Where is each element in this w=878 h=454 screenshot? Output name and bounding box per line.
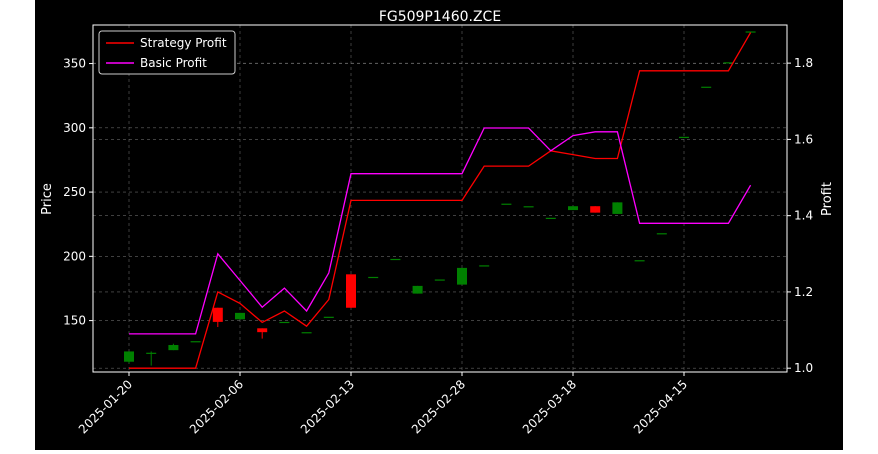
plot-frame — [92, 24, 788, 373]
left-y-axis-label: Price — [40, 183, 55, 215]
candle-body — [656, 233, 667, 235]
legend-label-strategy: Strategy Profit — [140, 36, 227, 50]
x-tick-label: 2025-01-20 — [76, 377, 135, 436]
candle-body — [568, 206, 578, 211]
x-tick-label: 2025-04-15 — [631, 377, 690, 436]
candle-body — [124, 351, 134, 362]
right-y-tick-label: 1.8 — [794, 56, 813, 70]
grid-lines — [93, 25, 787, 372]
chart-title: FG509P1460.ZCE — [379, 9, 501, 25]
candle-body — [612, 202, 623, 214]
x-tick-label: 2025-02-13 — [298, 377, 357, 436]
candle-body — [412, 285, 423, 294]
candle-body — [279, 321, 290, 324]
candle-body — [346, 274, 356, 308]
candle-body — [390, 258, 401, 261]
candle-body — [235, 312, 245, 320]
candle-body — [257, 328, 268, 333]
candle-body — [523, 206, 534, 208]
chart-figure: FG509P1460.ZCE 150 200 250 300 350 1.0 1.2 1.4… — [35, 0, 843, 450]
candle-body — [457, 267, 467, 285]
candle-body — [301, 332, 312, 334]
left-y-tick-label: 250 — [63, 185, 86, 199]
right-y-tick-label: 1.0 — [794, 361, 813, 375]
candle-body — [634, 260, 645, 262]
x-tick-label: 2025-03-18 — [520, 377, 579, 436]
x-tick-label: 2025-02-06 — [187, 377, 246, 436]
chart-svg: FG509P1460.ZCE 150 200 250 300 350 1.0 1.2 1.4… — [40, 9, 835, 436]
candle-body — [501, 203, 512, 205]
right-y-tick-label: 1.4 — [794, 209, 813, 223]
right-y-axis: 1.0 1.2 1.4 1.6 1.8 — [787, 56, 813, 375]
chart-legend: Strategy Profit Basic Profit — [98, 30, 236, 75]
profit-lines — [129, 32, 752, 369]
basic-profit-line — [129, 127, 752, 335]
right-y-tick-label: 1.6 — [794, 132, 813, 146]
left-y-tick-label: 350 — [63, 57, 86, 71]
left-y-tick-label: 300 — [63, 121, 86, 135]
right-y-axis-label: Profit — [820, 182, 835, 216]
left-y-tick-label: 200 — [63, 249, 86, 263]
legend-label-basic: Basic Profit — [140, 56, 207, 70]
right-y-tick-label: 1.2 — [794, 285, 813, 299]
candle-body — [434, 279, 445, 281]
candle-body — [168, 345, 179, 351]
candlestick-series — [124, 31, 756, 366]
left-y-tick-label: 150 — [63, 314, 86, 328]
candle-body — [679, 136, 689, 139]
left-y-axis: 150 200 250 300 350 — [63, 57, 93, 328]
candle-body — [212, 307, 223, 322]
x-axis: 2025-01-20 2025-02-06 2025-02-13 2025-02-28… — [76, 372, 690, 436]
candle-body — [745, 31, 756, 33]
candle-body — [323, 316, 334, 318]
candle-body — [190, 341, 201, 343]
candle-body — [701, 86, 712, 88]
strategy-profit-line — [129, 32, 752, 369]
candle-body — [590, 206, 601, 213]
candle-body — [545, 217, 556, 219]
candle-body — [479, 265, 490, 267]
candle-body — [146, 352, 157, 354]
candle-body — [368, 276, 379, 279]
x-tick-label: 2025-02-28 — [409, 377, 468, 436]
candle-body — [723, 62, 734, 64]
